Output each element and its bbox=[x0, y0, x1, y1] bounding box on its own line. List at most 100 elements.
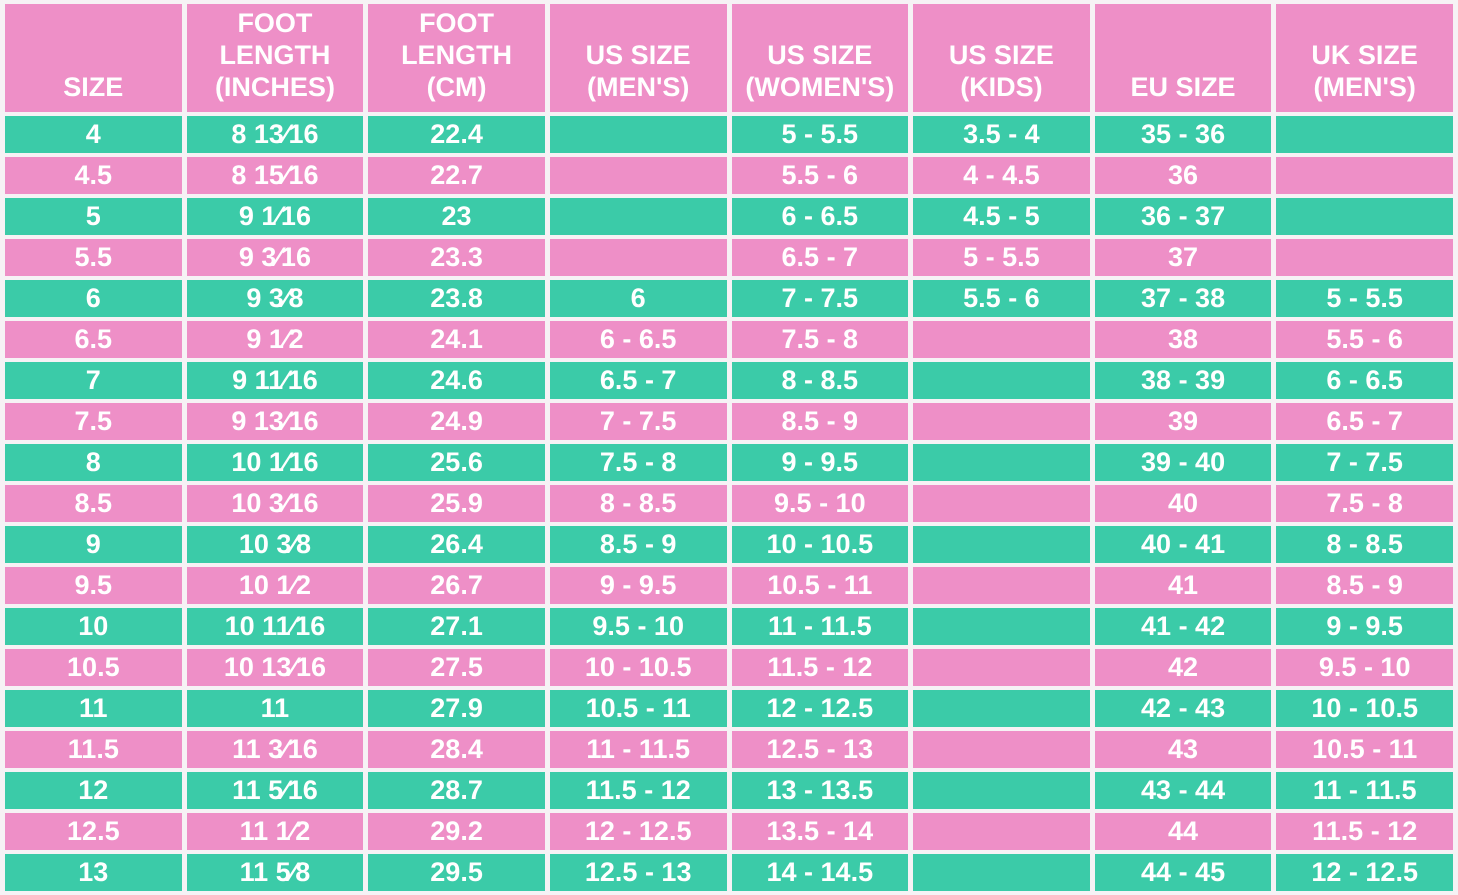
table-cell: 8.5 - 9 bbox=[1276, 567, 1453, 604]
table-cell bbox=[913, 813, 1090, 850]
table-cell bbox=[549, 116, 727, 153]
table-cell: 4.5 - 5 bbox=[913, 198, 1090, 235]
table-cell: 37 - 38 bbox=[1094, 280, 1272, 317]
table-cell: 24.9 bbox=[368, 403, 545, 440]
table-cell: 8 - 8.5 bbox=[549, 485, 727, 522]
table-cell: 12.5 - 13 bbox=[731, 731, 909, 768]
table-row: 11 11 27.9 10.5 - 11 12 - 12.5 42 - 43 10 - 10… bbox=[5, 690, 1453, 727]
table-cell: 12 - 12.5 bbox=[731, 690, 909, 727]
table-cell: 6 - 6.5 bbox=[1276, 362, 1453, 399]
table-cell bbox=[913, 649, 1090, 686]
table-cell bbox=[549, 198, 727, 235]
table-cell: 28.7 bbox=[368, 772, 545, 809]
table-cell: 29.2 bbox=[368, 813, 545, 850]
table-cell: 11 3⁄16 bbox=[186, 731, 364, 768]
table-cell: 7 bbox=[5, 362, 182, 399]
table-cell: 26.4 bbox=[368, 526, 545, 563]
table-cell: 23 bbox=[368, 198, 545, 235]
table-cell: 8.5 bbox=[5, 485, 182, 522]
table-cell: 9 bbox=[5, 526, 182, 563]
table-cell: 11 bbox=[186, 690, 364, 727]
table-cell: 10 11⁄16 bbox=[186, 608, 364, 645]
table-cell: 41 bbox=[1094, 567, 1272, 604]
table-cell: 38 bbox=[1094, 321, 1272, 358]
table-cell: 11 bbox=[5, 690, 182, 727]
table-cell bbox=[549, 239, 727, 276]
table-cell: 39 bbox=[1094, 403, 1272, 440]
table-cell: 9.5 bbox=[5, 567, 182, 604]
table-row: 12 11 5⁄16 28.7 11.5 - 12 13 - 13.5 43 - 44 11… bbox=[5, 772, 1453, 809]
table-cell: 10 13⁄16 bbox=[186, 649, 364, 686]
table-cell: 9 3⁄8 bbox=[186, 280, 364, 317]
column-header: US SIZE (MEN'S) bbox=[549, 4, 727, 112]
table-cell: 23.3 bbox=[368, 239, 545, 276]
table-cell: 42 - 43 bbox=[1094, 690, 1272, 727]
table-row: 12.5 11 1⁄2 29.2 12 - 12.5 13.5 - 14 44 11.5 -… bbox=[5, 813, 1453, 850]
column-header: SIZE bbox=[5, 4, 182, 112]
column-header: US SIZE (WOMEN'S) bbox=[731, 4, 909, 112]
table-cell: 6 - 6.5 bbox=[549, 321, 727, 358]
table-cell bbox=[913, 854, 1090, 891]
table-cell: 14 - 14.5 bbox=[731, 854, 909, 891]
table-cell: 7.5 - 8 bbox=[731, 321, 909, 358]
table-row: 9 10 3⁄8 26.4 8.5 - 9 10 - 10.5 40 - 41 8 - 8.… bbox=[5, 526, 1453, 563]
table-cell: 12 bbox=[5, 772, 182, 809]
table-cell: 42 bbox=[1094, 649, 1272, 686]
table-cell bbox=[1276, 157, 1453, 194]
table-cell bbox=[1276, 116, 1453, 153]
table-cell: 5.5 - 6 bbox=[731, 157, 909, 194]
table-cell: 26.7 bbox=[368, 567, 545, 604]
table-cell: 6 bbox=[549, 280, 727, 317]
table-header: SIZE FOOT LENGTH (INCHES) FOOT LENGTH (CM)… bbox=[5, 4, 1453, 112]
table-cell: 5.5 bbox=[5, 239, 182, 276]
table-cell: 9.5 - 10 bbox=[731, 485, 909, 522]
column-header: EU SIZE bbox=[1094, 4, 1272, 112]
table-cell: 23.8 bbox=[368, 280, 545, 317]
table-cell: 4 - 4.5 bbox=[913, 157, 1090, 194]
table-cell: 10 3⁄16 bbox=[186, 485, 364, 522]
table-cell: 7.5 - 8 bbox=[1276, 485, 1453, 522]
table-cell bbox=[913, 772, 1090, 809]
table-cell: 5.5 - 6 bbox=[1276, 321, 1453, 358]
table-cell: 9 11⁄16 bbox=[186, 362, 364, 399]
table-cell: 4.5 bbox=[5, 157, 182, 194]
table-cell: 7 - 7.5 bbox=[731, 280, 909, 317]
table-cell: 10 1⁄16 bbox=[186, 444, 364, 481]
table-cell: 5 - 5.5 bbox=[913, 239, 1090, 276]
table-cell: 13 - 13.5 bbox=[731, 772, 909, 809]
table-cell: 13.5 - 14 bbox=[731, 813, 909, 850]
table-cell: 8 - 8.5 bbox=[1276, 526, 1453, 563]
column-header: FOOT LENGTH (INCHES) bbox=[186, 4, 364, 112]
table-cell: 37 bbox=[1094, 239, 1272, 276]
table-cell bbox=[1276, 198, 1453, 235]
table-cell: 43 bbox=[1094, 731, 1272, 768]
table-cell: 9 3⁄16 bbox=[186, 239, 364, 276]
table-cell: 11 5⁄16 bbox=[186, 772, 364, 809]
table-cell: 9 13⁄16 bbox=[186, 403, 364, 440]
table-cell: 36 - 37 bbox=[1094, 198, 1272, 235]
table-cell bbox=[913, 526, 1090, 563]
table-cell: 10 3⁄8 bbox=[186, 526, 364, 563]
table-cell: 10.5 - 11 bbox=[1276, 731, 1453, 768]
table-cell: 11.5 bbox=[5, 731, 182, 768]
table-cell: 9 - 9.5 bbox=[1276, 608, 1453, 645]
table-cell: 6 bbox=[5, 280, 182, 317]
table-cell: 10 - 10.5 bbox=[549, 649, 727, 686]
table-cell bbox=[913, 608, 1090, 645]
header-row: SIZE FOOT LENGTH (INCHES) FOOT LENGTH (CM)… bbox=[5, 4, 1453, 112]
table-cell: 38 - 39 bbox=[1094, 362, 1272, 399]
table-cell: 41 - 42 bbox=[1094, 608, 1272, 645]
table-cell: 8 - 8.5 bbox=[731, 362, 909, 399]
table-cell: 13 bbox=[5, 854, 182, 891]
table-cell: 9 1⁄2 bbox=[186, 321, 364, 358]
table-row: 9.5 10 1⁄2 26.7 9 - 9.5 10.5 - 11 41 8.5 - 9 bbox=[5, 567, 1453, 604]
table-cell: 27.9 bbox=[368, 690, 545, 727]
table-cell: 10 - 10.5 bbox=[1276, 690, 1453, 727]
table-cell: 22.4 bbox=[368, 116, 545, 153]
table-cell: 27.1 bbox=[368, 608, 545, 645]
column-header: FOOT LENGTH (CM) bbox=[368, 4, 545, 112]
